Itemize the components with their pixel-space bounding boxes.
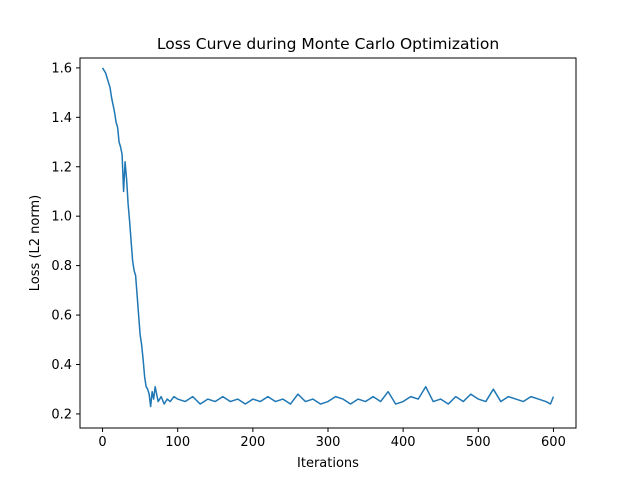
plot-area [101, 67, 555, 408]
x-tick-label: 100 [165, 435, 190, 450]
x-tick-label: 400 [391, 435, 416, 450]
y-axis: 0.2 0.4 0.6 0.8 1.0 1.2 1.4 1.6 [51, 61, 80, 422]
x-axis: 0 100 200 300 400 500 600 [98, 428, 566, 450]
y-tick-label: 0.2 [51, 407, 72, 422]
loss-series-line-0 [101, 67, 555, 408]
x-tick-label: 500 [466, 435, 491, 450]
x-tick-label: 200 [240, 435, 265, 450]
y-tick-label: 0.4 [51, 358, 72, 373]
y-tick-label: 0.6 [51, 309, 72, 324]
y-axis-label: Loss (L2 norm) [28, 195, 43, 291]
x-tick-label: 600 [541, 435, 566, 450]
y-tick-label: 1.2 [51, 160, 72, 175]
y-tick-label: 1.0 [51, 210, 72, 225]
x-tick-label: 0 [98, 435, 106, 450]
x-tick-label: 300 [316, 435, 341, 450]
x-axis-label: Iterations [297, 456, 359, 471]
y-tick-label: 1.4 [51, 111, 72, 126]
y-tick-label: 0.8 [51, 259, 72, 274]
y-tick-label: 1.6 [51, 61, 72, 76]
chart-title: Loss Curve during Monte Carlo Optimizati… [157, 35, 499, 53]
